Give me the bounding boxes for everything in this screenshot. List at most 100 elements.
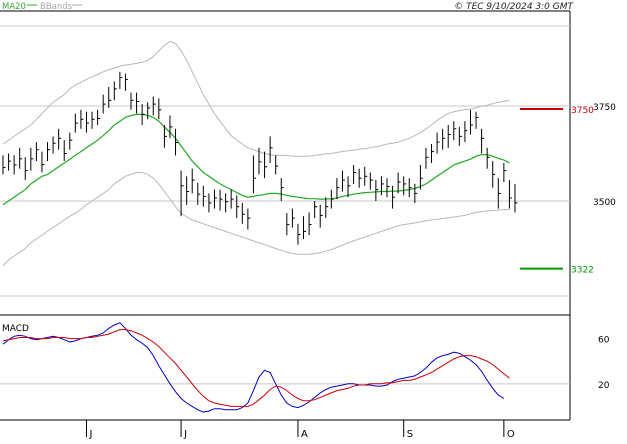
- macd-series-signal-line: [2, 329, 510, 407]
- price-bar-74: [414, 183, 418, 203]
- price-bar-45: [252, 155, 256, 194]
- price-bar-56: [314, 201, 318, 219]
- price-bar-38: [213, 189, 217, 209]
- price-bar-16: [91, 111, 95, 129]
- price-bar-34: [191, 168, 195, 194]
- legend-ma20: MA20: [2, 2, 26, 12]
- price-bar-87: [486, 147, 490, 169]
- price-bar-20: [113, 81, 117, 101]
- price-tick-label-3500: 3500: [593, 198, 616, 208]
- price-bar-13: [74, 113, 78, 133]
- price-bar-78: [436, 132, 440, 154]
- price-bar-10: [58, 128, 62, 150]
- price-bar-63: [353, 164, 357, 184]
- price-bar-82: [458, 126, 462, 146]
- price-bar-35: [197, 182, 201, 205]
- x-tick-label-O-4: O: [507, 429, 515, 440]
- price-bar-21: [119, 71, 123, 89]
- price-bar-37: [208, 193, 212, 213]
- price-bar-86: [481, 128, 485, 154]
- price-bar-69: [386, 178, 390, 198]
- price-bar-28: [158, 98, 162, 120]
- x-tick-label-J-0: J: [88, 429, 92, 440]
- bband-lower-line: [2, 172, 510, 266]
- price-bar-75: [419, 164, 423, 190]
- macd-tick-label-20: 20: [598, 381, 610, 391]
- price-bar-73: [408, 178, 412, 198]
- price-bar-79: [442, 128, 446, 150]
- x-tick-label-A-2: A: [301, 429, 308, 440]
- resistance-level-label: 3750: [571, 106, 594, 116]
- price-bar-70: [392, 185, 396, 209]
- price-bar-68: [380, 176, 384, 196]
- price-tick-label-3750: 3750: [593, 103, 616, 113]
- price-bar-43: [241, 202, 245, 224]
- bollinger-bands-layer: [2, 40, 510, 266]
- price-bar-9: [52, 136, 56, 154]
- price-bar-1: [8, 153, 12, 171]
- price-bar-76: [425, 147, 429, 169]
- price-bar-71: [397, 172, 401, 194]
- price-bar-22: [124, 73, 128, 91]
- price-bars-layer: [2, 71, 518, 245]
- price-bar-89: [497, 178, 501, 209]
- price-bar-53: [297, 223, 301, 245]
- price-bar-4: [24, 157, 28, 181]
- price-bar-29: [163, 125, 167, 148]
- price-bar-91: [508, 180, 512, 209]
- price-bar-61: [341, 170, 345, 192]
- axis-labels-layer: 3750 3500 60 20 J J A S O: [85, 103, 616, 440]
- price-bar-72: [403, 176, 407, 196]
- macd-series-macd-line: [2, 322, 505, 413]
- bband-upper-line: [2, 40, 510, 157]
- price-bar-3: [19, 147, 23, 169]
- ma20-layer: [2, 113, 510, 206]
- price-bar-26: [147, 102, 151, 120]
- price-bar-18: [102, 94, 106, 114]
- price-bar-47: [264, 151, 268, 179]
- price-bar-44: [247, 208, 251, 230]
- price-bar-66: [369, 172, 373, 190]
- price-bar-41: [230, 189, 234, 209]
- macd-tick-label-60: 60: [598, 336, 610, 346]
- price-bar-27: [152, 96, 156, 116]
- price-bar-40: [225, 193, 229, 213]
- price-bar-46: [258, 147, 262, 175]
- price-bar-8: [47, 142, 51, 162]
- price-bar-65: [364, 166, 368, 186]
- price-bar-58: [325, 197, 329, 219]
- price-bar-88: [492, 161, 496, 188]
- price-bar-39: [219, 189, 223, 211]
- price-bar-33: [186, 176, 190, 205]
- price-bar-50: [280, 178, 284, 201]
- price-bar-64: [358, 168, 362, 188]
- price-bar-42: [236, 195, 240, 219]
- levels-layer: 3750 3322: [520, 106, 594, 276]
- price-bar-59: [330, 189, 334, 209]
- grid-layer: [0, 25, 570, 385]
- price-bar-2: [13, 155, 17, 175]
- x-tick-label-S-3: S: [407, 429, 413, 440]
- price-bar-67: [375, 180, 379, 201]
- price-bar-31: [175, 128, 179, 156]
- price-bar-77: [431, 144, 435, 163]
- price-bar-30: [169, 115, 173, 139]
- price-bar-92: [514, 183, 518, 213]
- price-bar-5: [30, 147, 34, 171]
- price-bar-12: [69, 132, 73, 150]
- price-bar-11: [63, 140, 67, 162]
- price-bar-54: [303, 216, 307, 239]
- price-bar-57: [319, 204, 323, 228]
- price-bar-17: [97, 109, 101, 125]
- price-bar-23: [130, 92, 134, 110]
- price-bar-90: [503, 163, 507, 182]
- price-bar-25: [141, 104, 145, 125]
- support-level-label: 3322: [571, 266, 594, 276]
- price-bar-14: [80, 109, 84, 129]
- price-bar-24: [136, 92, 140, 114]
- price-bar-85: [475, 111, 479, 129]
- price-bar-15: [85, 111, 89, 133]
- price-bar-60: [336, 178, 340, 200]
- price-bar-55: [308, 212, 312, 236]
